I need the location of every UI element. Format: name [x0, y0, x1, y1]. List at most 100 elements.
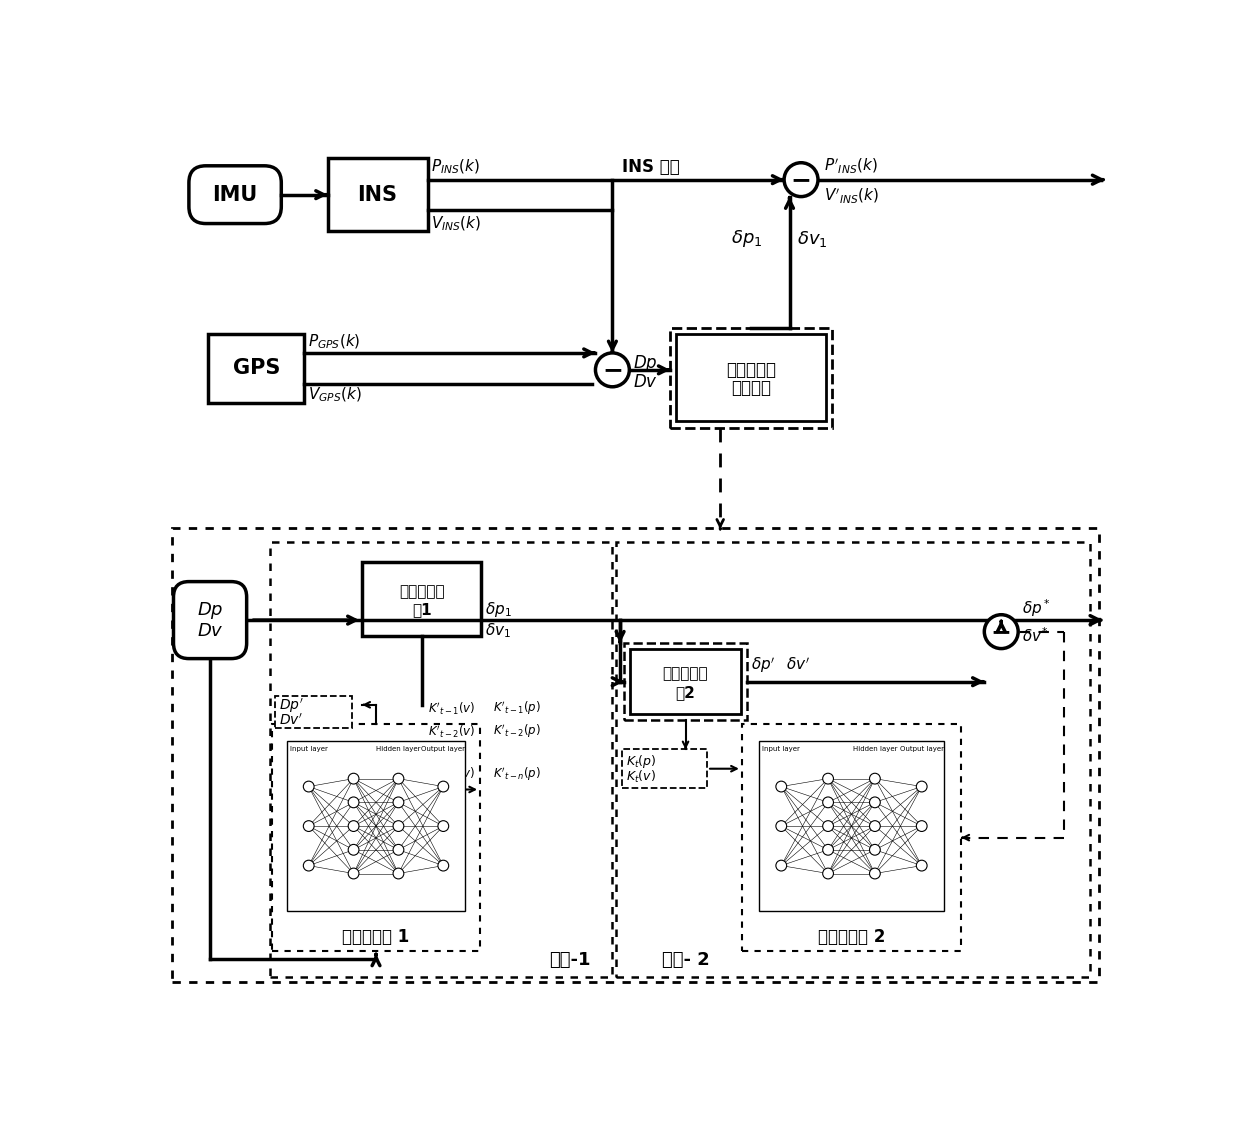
Circle shape [438, 861, 449, 871]
Circle shape [822, 796, 833, 808]
Text: $\delta v^{*}$: $\delta v^{*}$ [1022, 627, 1048, 645]
Circle shape [784, 163, 818, 197]
Text: Output layer: Output layer [900, 746, 944, 753]
Text: −: − [791, 168, 811, 191]
Bar [172, 528, 1099, 982]
Bar [270, 541, 613, 976]
Text: $K'_{t-n}(v)$: $K'_{t-n}(v)$ [428, 766, 475, 782]
Circle shape [916, 861, 928, 871]
Text: INS 输出: INS 输出 [622, 158, 680, 176]
Text: 自学习卡尔: 自学习卡尔 [725, 361, 776, 379]
Text: −: − [601, 358, 622, 381]
Bar [630, 649, 742, 714]
Circle shape [869, 868, 880, 879]
Circle shape [348, 796, 358, 808]
Text: $V_{GPS}(k)$: $V_{GPS}(k)$ [309, 386, 362, 405]
Text: Input layer: Input layer [763, 746, 800, 753]
Text: ...: ... [453, 744, 465, 758]
Bar [742, 724, 961, 952]
Circle shape [348, 820, 358, 831]
Text: $Dp'$: $Dp'$ [279, 698, 304, 716]
Text: $V_{INS}(k)$: $V_{INS}(k)$ [432, 215, 481, 233]
Text: $Dp$: $Dp$ [634, 353, 657, 375]
Circle shape [304, 861, 314, 871]
Text: $K'_{t-2}(p)$: $K'_{t-2}(p)$ [494, 723, 542, 740]
Circle shape [393, 796, 404, 808]
Text: $K'_{t-n}(p)$: $K'_{t-n}(p)$ [494, 765, 542, 783]
Text: IMU: IMU [212, 184, 258, 205]
Circle shape [869, 845, 880, 855]
Text: Input layer: Input layer [290, 746, 327, 753]
Circle shape [348, 868, 358, 879]
Text: $\delta v'$: $\delta v'$ [786, 657, 810, 673]
Text: $\delta v_1$: $\delta v_1$ [797, 229, 828, 249]
Circle shape [869, 773, 880, 784]
Text: $K'_{t-1}(p)$: $K'_{t-1}(p)$ [494, 700, 542, 718]
Circle shape [393, 773, 404, 784]
Text: $K_t(p)$: $K_t(p)$ [626, 754, 657, 771]
Bar [676, 334, 826, 422]
Bar [208, 334, 304, 403]
Text: $\delta p'$: $\delta p'$ [751, 655, 775, 675]
Circle shape [776, 781, 786, 792]
Text: $K'_{t-2}(v)$: $K'_{t-2}(v)$ [428, 723, 475, 740]
Circle shape [393, 845, 404, 855]
Circle shape [822, 868, 833, 879]
Circle shape [869, 820, 880, 831]
Circle shape [393, 868, 404, 879]
Text: 器2: 器2 [676, 685, 696, 700]
Text: 器1: 器1 [412, 602, 432, 618]
Text: $\delta p_1$: $\delta p_1$ [485, 600, 512, 619]
Bar [327, 159, 428, 232]
Text: −: − [991, 620, 1012, 643]
Circle shape [393, 820, 404, 831]
Text: 深度学习器 2: 深度学习器 2 [818, 928, 885, 946]
Text: Hidden layer: Hidden layer [853, 746, 898, 753]
Text: $Dv$: $Dv$ [197, 622, 223, 640]
Bar [275, 695, 352, 728]
Text: 深度学习器 1: 深度学习器 1 [342, 928, 409, 946]
Bar [624, 644, 748, 720]
Circle shape [304, 820, 314, 831]
Circle shape [916, 820, 928, 831]
Text: 卡尔曼滤波: 卡尔曼滤波 [399, 584, 445, 598]
Circle shape [822, 845, 833, 855]
Text: $P_{INS}(k)$: $P_{INS}(k)$ [432, 158, 480, 176]
Bar [759, 741, 944, 911]
Text: INS: INS [357, 184, 398, 205]
Circle shape [916, 781, 928, 792]
Text: Output layer: Output layer [422, 746, 465, 753]
Circle shape [822, 773, 833, 784]
Bar [272, 724, 480, 952]
Text: $P'_{INS}(k)$: $P'_{INS}(k)$ [825, 156, 878, 176]
Circle shape [348, 773, 358, 784]
Text: 卡尔曼滤波: 卡尔曼滤波 [662, 666, 708, 682]
Text: 曼滤波器: 曼滤波器 [732, 379, 771, 397]
Bar [362, 562, 481, 636]
Text: $Dv'$: $Dv'$ [279, 712, 303, 728]
Text: $K_t(v)$: $K_t(v)$ [626, 770, 656, 785]
Text: $\delta p_1$: $\delta p_1$ [732, 228, 763, 250]
Text: $Dp$: $Dp$ [197, 601, 223, 621]
Circle shape [869, 796, 880, 808]
Circle shape [438, 820, 449, 831]
Text: GPS: GPS [233, 358, 280, 378]
Circle shape [985, 614, 1018, 649]
Bar [670, 327, 832, 428]
Text: 循环-1: 循环-1 [549, 951, 590, 969]
Text: Hidden layer: Hidden layer [376, 746, 420, 753]
Text: $V'_{INS}(k)$: $V'_{INS}(k)$ [825, 186, 879, 205]
Circle shape [595, 353, 630, 387]
Circle shape [438, 781, 449, 792]
Text: $K'_{t-1}(v)$: $K'_{t-1}(v)$ [428, 701, 475, 717]
FancyBboxPatch shape [188, 165, 281, 224]
FancyBboxPatch shape [174, 582, 247, 658]
Circle shape [304, 781, 314, 792]
Bar [288, 741, 465, 911]
Text: $P_{GPS}(k)$: $P_{GPS}(k)$ [309, 332, 361, 351]
Text: 循环- 2: 循环- 2 [662, 951, 709, 969]
Text: $Dv$: $Dv$ [634, 374, 658, 391]
Circle shape [776, 820, 786, 831]
Text: $\delta p^*$: $\delta p^*$ [1022, 597, 1052, 620]
Bar [616, 541, 1090, 976]
